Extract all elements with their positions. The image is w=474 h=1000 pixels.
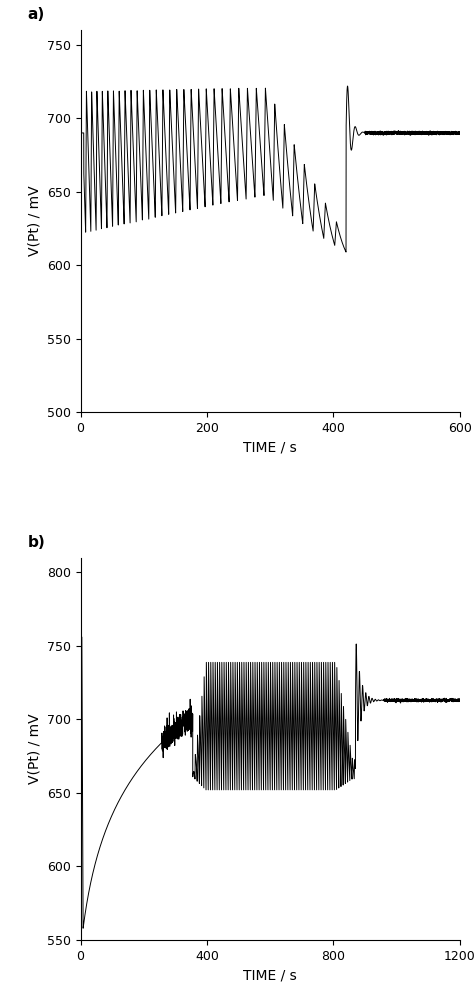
X-axis label: TIME / s: TIME / s: [243, 441, 297, 455]
Text: b): b): [27, 535, 45, 550]
X-axis label: TIME / s: TIME / s: [243, 968, 297, 982]
Y-axis label: V(Pt) / mV: V(Pt) / mV: [27, 186, 41, 256]
Text: a): a): [27, 7, 45, 22]
Y-axis label: V(Pt) / mV: V(Pt) / mV: [27, 714, 41, 784]
